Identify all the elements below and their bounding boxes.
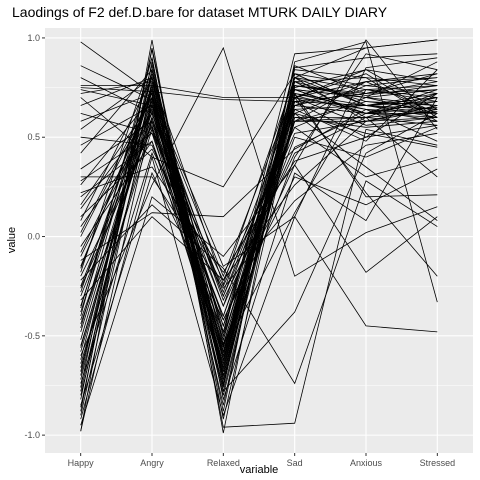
series-line <box>80 73 438 362</box>
y-tick-label: -1.0 <box>24 430 40 440</box>
x-tick-label: Happy <box>68 458 95 468</box>
series-line <box>80 73 438 188</box>
y-tick-label: 1.0 <box>27 33 40 43</box>
series-line <box>80 92 438 392</box>
series-line <box>80 69 438 408</box>
y-tick-label: 0.5 <box>27 132 40 142</box>
series-line <box>80 39 438 338</box>
x-tick-label: Relaxed <box>207 458 240 468</box>
gridlines <box>45 28 473 453</box>
y-tick-label: -0.5 <box>24 331 40 341</box>
series-line <box>80 180 438 385</box>
chart-title: Laodings of F2 def.D.bare for dataset MT… <box>12 4 388 20</box>
series-line <box>80 57 438 340</box>
x-tick-label: Sad <box>287 458 303 468</box>
y-tick-label: 0.0 <box>27 232 40 242</box>
series-lines <box>80 39 438 434</box>
series-line <box>80 155 438 420</box>
series-line <box>80 89 438 384</box>
series-line <box>80 53 438 368</box>
series-line <box>80 132 438 289</box>
series-line <box>80 108 438 261</box>
y-axis-label: value <box>6 227 18 253</box>
series-line <box>80 64 438 372</box>
series-line <box>80 76 438 286</box>
series-line <box>80 77 438 396</box>
series-line <box>80 69 438 334</box>
x-axis: Happy Angry Relaxed Sad Anxious Stressed <box>68 453 455 468</box>
series-line <box>80 46 438 356</box>
series-line <box>80 81 438 114</box>
x-tick-label: Angry <box>140 458 164 468</box>
x-axis-label: variable <box>240 464 279 476</box>
series-line <box>80 77 438 377</box>
x-tick-label: Stressed <box>420 458 456 468</box>
x-tick-label: Anxious <box>350 458 383 468</box>
series-line <box>80 89 438 354</box>
series-line <box>80 164 438 406</box>
series-line <box>80 56 438 420</box>
series-line <box>80 87 438 110</box>
y-axis: 1.0 0.5 0.0 -0.5 -1.0 <box>24 33 45 440</box>
